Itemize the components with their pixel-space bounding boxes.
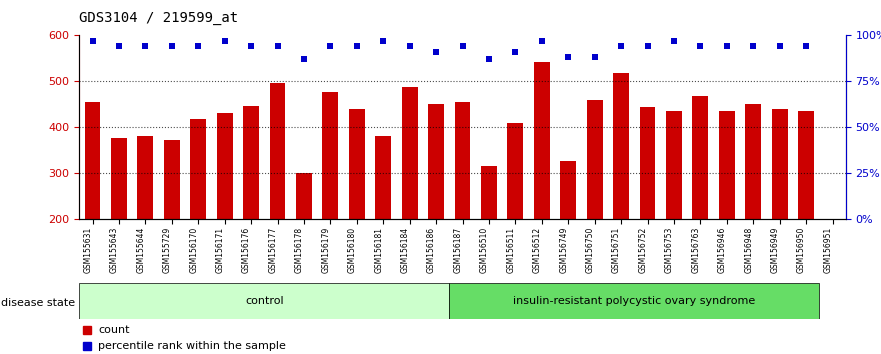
Bar xyxy=(666,111,682,219)
Bar xyxy=(85,102,100,219)
Text: control: control xyxy=(245,296,284,306)
Bar xyxy=(111,138,127,219)
Text: GDS3104 / 219599_at: GDS3104 / 219599_at xyxy=(79,11,239,25)
Bar xyxy=(296,173,312,219)
Bar xyxy=(719,111,735,219)
Bar xyxy=(534,62,550,219)
FancyBboxPatch shape xyxy=(79,283,449,319)
Bar xyxy=(481,166,497,219)
Bar xyxy=(243,106,259,219)
Text: disease state: disease state xyxy=(1,298,75,308)
Bar xyxy=(613,73,629,219)
Bar xyxy=(455,102,470,219)
Bar xyxy=(375,136,391,219)
Bar xyxy=(560,161,576,219)
Bar xyxy=(587,100,603,219)
Bar xyxy=(402,87,418,219)
Bar xyxy=(137,136,153,219)
Bar xyxy=(692,96,708,219)
Bar xyxy=(322,92,338,219)
Text: percentile rank within the sample: percentile rank within the sample xyxy=(99,341,286,351)
Bar xyxy=(217,113,233,219)
Bar xyxy=(640,107,655,219)
Bar xyxy=(772,109,788,219)
Text: insulin-resistant polycystic ovary syndrome: insulin-resistant polycystic ovary syndr… xyxy=(514,296,755,306)
Bar xyxy=(349,109,365,219)
Bar xyxy=(270,83,285,219)
Bar xyxy=(428,103,444,219)
Bar xyxy=(745,104,761,219)
Text: count: count xyxy=(99,325,130,335)
Bar xyxy=(507,123,523,219)
Bar xyxy=(164,140,180,219)
Bar xyxy=(190,119,206,219)
Bar xyxy=(798,111,814,219)
FancyBboxPatch shape xyxy=(449,283,819,319)
